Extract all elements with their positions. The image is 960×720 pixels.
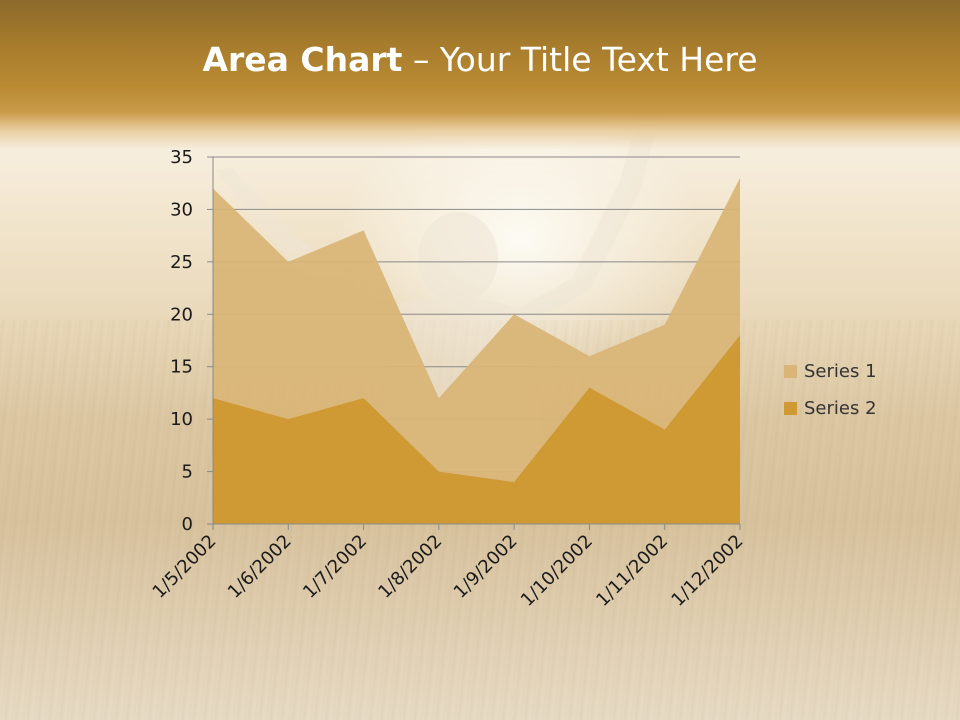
y-tick-label: 35 — [170, 147, 193, 168]
x-tick-label: 1/5/2002 — [149, 531, 221, 603]
y-tick-label: 25 — [170, 252, 193, 273]
slide-title-bold: Area Chart — [202, 40, 403, 79]
legend-label: Series 1 — [804, 360, 877, 382]
legend-label: Series 2 — [804, 397, 877, 419]
x-tick-label: 1/10/2002 — [517, 531, 597, 611]
x-tick-label: 1/12/2002 — [667, 531, 747, 611]
title-bar — [0, 0, 960, 150]
y-tick-label: 10 — [170, 409, 193, 430]
x-tick-label: 1/11/2002 — [592, 531, 672, 611]
x-tick-label: 1/9/2002 — [450, 531, 522, 603]
legend-item-series-2: Series 2 — [784, 395, 877, 421]
y-tick-label: 0 — [182, 514, 193, 535]
legend-item-series-1: Series 1 — [784, 358, 877, 384]
area-series-2 — [213, 335, 740, 524]
plot-area — [213, 177, 740, 524]
x-tick-label: 1/6/2002 — [224, 531, 296, 603]
chart-legend: Series 1 Series 2 — [784, 358, 877, 432]
y-tick-label: 30 — [170, 199, 193, 220]
legend-swatch — [784, 364, 797, 378]
y-tick-label: 15 — [170, 357, 193, 378]
y-tick-label: 5 — [182, 462, 193, 483]
slide-title: Area Chart – Your Title Text Here — [0, 40, 960, 79]
legend-swatch — [784, 401, 797, 415]
x-tick-label: 1/7/2002 — [299, 531, 371, 603]
x-tick-label: 1/8/2002 — [374, 531, 446, 603]
y-tick-label: 20 — [170, 304, 193, 325]
slide-title-rest: – Your Title Text Here — [402, 40, 758, 79]
